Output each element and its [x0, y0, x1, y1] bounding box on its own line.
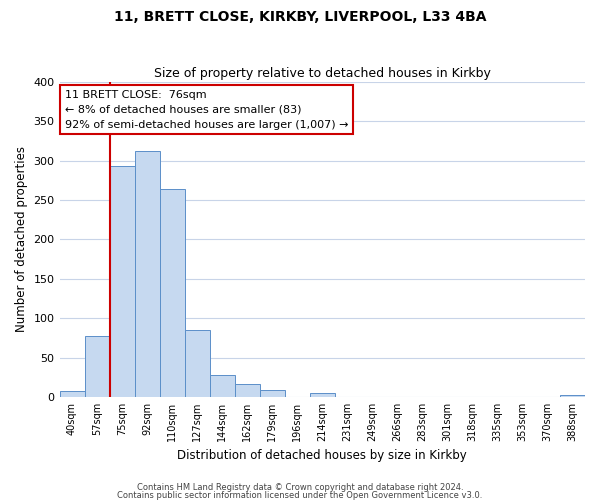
Bar [134, 150, 160, 397]
Bar [560, 394, 585, 397]
Title: Size of property relative to detached houses in Kirkby: Size of property relative to detached ho… [154, 66, 491, 80]
Bar [160, 189, 185, 397]
Text: Contains HM Land Registry data © Crown copyright and database right 2024.: Contains HM Land Registry data © Crown c… [137, 484, 463, 492]
Bar [59, 390, 85, 397]
Bar [235, 384, 260, 397]
Text: 11 BRETT CLOSE:  76sqm
← 8% of detached houses are smaller (83)
92% of semi-deta: 11 BRETT CLOSE: 76sqm ← 8% of detached h… [65, 90, 348, 130]
Bar [110, 166, 134, 397]
Bar [185, 330, 209, 397]
Text: Contains public sector information licensed under the Open Government Licence v3: Contains public sector information licen… [118, 490, 482, 500]
Bar [260, 390, 285, 397]
Text: 11, BRETT CLOSE, KIRKBY, LIVERPOOL, L33 4BA: 11, BRETT CLOSE, KIRKBY, LIVERPOOL, L33 … [114, 10, 486, 24]
Bar [85, 336, 110, 397]
Bar [310, 393, 335, 397]
X-axis label: Distribution of detached houses by size in Kirkby: Distribution of detached houses by size … [178, 450, 467, 462]
Y-axis label: Number of detached properties: Number of detached properties [15, 146, 28, 332]
Bar [209, 375, 235, 397]
